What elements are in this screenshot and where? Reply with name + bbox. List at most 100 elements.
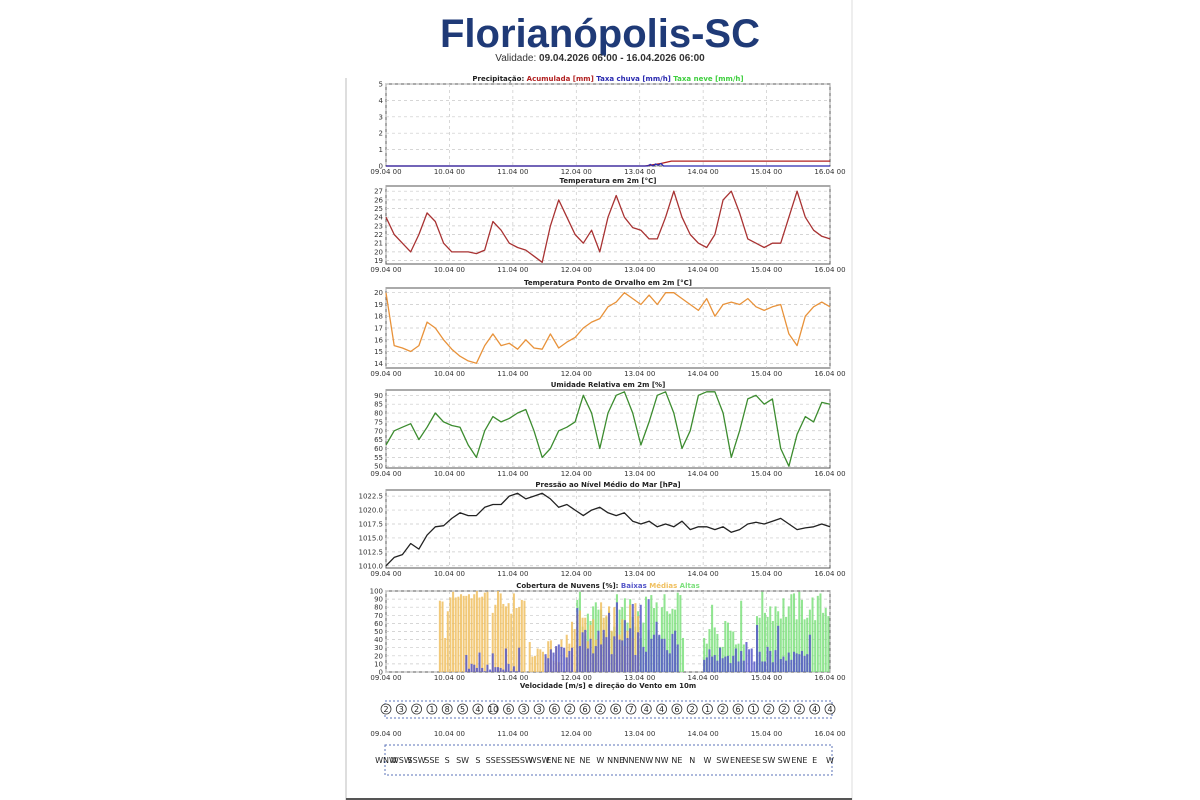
cloud-bar	[563, 647, 566, 672]
wind-speed-circle	[594, 703, 606, 715]
validity-line: Validade: 09.04.2026 06:00 - 16.04.2026 …	[0, 53, 1200, 64]
cloud-bar	[753, 661, 756, 672]
wind-speed-value: 4	[659, 705, 664, 714]
x-tick-label: 13.04 00	[624, 570, 655, 578]
y-tick-label: 3	[379, 113, 383, 121]
x-tick-label: 15.04 00	[751, 470, 782, 478]
y-tick-label: 26	[374, 196, 383, 204]
cloud-bar	[531, 656, 534, 672]
x-tick-label: 16.04 00	[814, 674, 845, 682]
cloud-bar	[623, 620, 626, 672]
y-tick-label: 40	[374, 636, 383, 644]
cloud-bar	[716, 660, 719, 672]
x-tick-label: 09.04 00	[370, 370, 401, 378]
cloud-bar	[798, 591, 801, 672]
cloud-bar	[737, 661, 740, 672]
wind-direction-label: WNW	[375, 756, 397, 765]
cloud-bar	[814, 620, 817, 672]
cloud-bar	[742, 644, 745, 672]
cloud-bar	[462, 595, 465, 672]
wind-speed-value: 7	[628, 705, 633, 714]
wind-speed-circle	[549, 703, 560, 715]
y-tick-label: 50	[374, 463, 383, 471]
cloud-bar	[523, 600, 526, 672]
cloud-bar	[634, 603, 637, 672]
y-tick-label: 60	[374, 620, 383, 628]
cloud-bar	[547, 658, 550, 672]
wind-speed-circle	[656, 703, 667, 715]
cloud-bar	[626, 637, 629, 672]
y-tick-label: 24	[374, 214, 383, 222]
cloud-bar	[671, 633, 674, 672]
cloud-bar	[618, 639, 621, 672]
wind-speed-circle	[610, 703, 622, 715]
cloud-bar	[557, 644, 560, 672]
wind-direction-label: SSW	[408, 756, 426, 765]
x-tick-label: 15.04 00	[751, 570, 782, 578]
wind-speed-circle	[426, 703, 438, 715]
cloud-bar	[766, 616, 769, 672]
wind-speed-circle	[457, 703, 469, 715]
wind-speed-value: 4	[475, 705, 480, 714]
cloud-bar	[705, 657, 708, 672]
y-tick-label: 20	[374, 248, 383, 256]
cloud-bar	[827, 616, 830, 672]
wind-speed-value: 2	[598, 705, 603, 714]
legend-entry: Taxa chuva [mm/h]	[594, 75, 671, 83]
wind-speed-value: 2	[782, 705, 787, 714]
y-tick-label: 70	[374, 427, 383, 435]
y-tick-label: 18	[374, 313, 383, 321]
y-tick-label: 27	[374, 188, 383, 196]
series-line	[385, 391, 831, 467]
cloud-bar	[578, 610, 581, 672]
cloud-bar	[565, 657, 568, 672]
cloud-bar	[647, 599, 650, 672]
x-tick-label: 12.04 00	[561, 370, 592, 378]
cloud-bar	[584, 629, 587, 672]
y-tick-label: 90	[374, 596, 383, 604]
y-tick-label: 1	[379, 146, 383, 154]
x-tick-label: 11.04 00	[497, 470, 528, 478]
chart-panel-0: 09.04 00 10.04 00 11.04 00 12.04 00 13.04 00…	[370, 75, 845, 176]
cloud-bar	[457, 596, 460, 672]
cloud-bar	[666, 650, 669, 672]
cloud-bar	[465, 654, 468, 672]
wind-direction-label: N	[689, 756, 695, 765]
wind-speed-circle	[441, 703, 453, 715]
cloud-bar	[779, 618, 782, 672]
legend-entry: Altas	[677, 582, 700, 590]
y-tick-label: 50	[374, 628, 383, 636]
x-tick-label: 11.04 00	[497, 168, 528, 176]
wind-x-tick-label: 15.04 00	[751, 730, 782, 738]
cloud-bar	[779, 659, 782, 672]
wind-direction-label: NW	[639, 756, 653, 765]
x-tick-label: 15.04 00	[751, 168, 782, 176]
wind-direction-label: ENE	[791, 756, 807, 765]
cloud-bar	[510, 613, 513, 672]
wind-direction-label: S	[445, 756, 450, 765]
chart-title: Cobertura de Nuvens [%]: Baixas Médias A…	[516, 582, 700, 590]
cloud-bar	[763, 661, 766, 672]
wind-speed-value: 1	[705, 705, 710, 714]
wind-speed-value: 4	[827, 705, 832, 714]
y-tick-label: 1015.0	[359, 534, 384, 542]
chart-title: Precipitação: Acumulada [mm] Taxa chuva …	[472, 75, 743, 83]
cloud-bar	[724, 620, 727, 672]
cloud-bar	[668, 613, 671, 672]
wind-speed-value: 6	[674, 705, 679, 714]
y-tick-label: 70	[374, 612, 383, 620]
chart-panel-4: 09.04 00 10.04 00 11.04 00 12.04 00 13.04 00…	[359, 481, 846, 578]
cloud-bar	[600, 644, 603, 672]
cloud-bar	[793, 651, 796, 672]
y-tick-label: 19	[374, 301, 383, 309]
wind-speed-circle	[487, 703, 499, 715]
cloud-bar	[571, 621, 574, 672]
wind-direction-label: NNE	[622, 756, 639, 765]
wind-direction-label: NW	[655, 756, 669, 765]
wind-speed-value: 2	[797, 705, 802, 714]
wind-speed-circle	[625, 703, 637, 715]
cloud-bar	[771, 662, 774, 672]
y-tick-label: 19	[374, 257, 383, 265]
cloud-bar	[497, 667, 500, 672]
x-tick-label: 09.04 00	[370, 470, 401, 478]
